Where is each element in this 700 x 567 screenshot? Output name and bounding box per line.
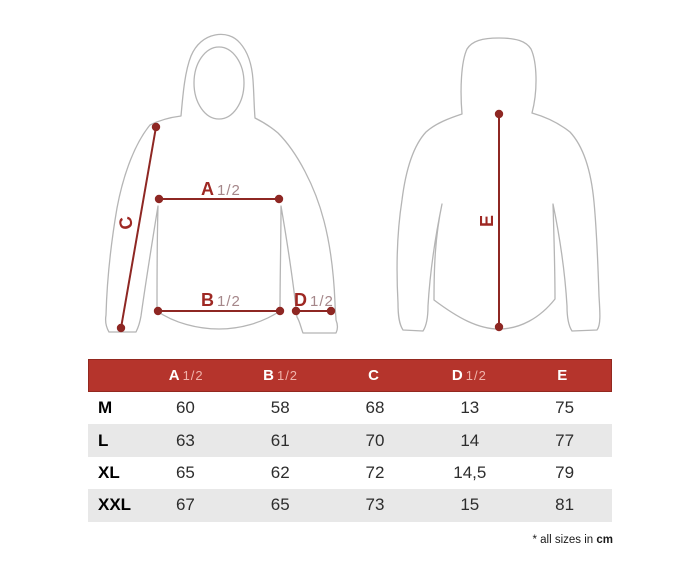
value-cell: 65 <box>270 495 290 515</box>
size-label: L <box>98 430 109 450</box>
jacket-measurement-diagram <box>104 33 601 334</box>
dim-label-a: A 1/2 <box>201 180 241 198</box>
value-cell: 58 <box>270 398 290 418</box>
dim-label-d: D 1/2 <box>294 291 334 309</box>
dim-suffix-a: 1/2 <box>217 182 241 199</box>
value-cell: 81 <box>555 495 575 515</box>
value-cell: 79 <box>555 462 575 482</box>
units-footnote: * all sizes in cm <box>532 534 613 546</box>
measure-dot <box>274 194 284 204</box>
measure-dot <box>494 322 504 332</box>
value-cell: 13 <box>460 398 480 418</box>
front-jacket-outline <box>104 33 339 334</box>
dim-letter-a: A <box>201 179 214 199</box>
table-header-row: A 1/2 B 1/2 C D 1/2 E <box>88 359 612 392</box>
value-cell: 75 <box>555 398 575 418</box>
col-header-b: B 1/2 <box>263 367 299 384</box>
footnote-text: * all sizes in <box>532 534 597 546</box>
col-header-d: D 1/2 <box>451 367 487 384</box>
value-cell: 73 <box>365 495 385 515</box>
value-cell: 62 <box>270 462 290 482</box>
value-cell: 15 <box>460 495 480 515</box>
dim-label-b: B 1/2 <box>201 291 241 309</box>
value-cell: 68 <box>365 398 385 418</box>
dim-letter-b: B <box>201 290 214 310</box>
front-hood-opening <box>193 46 245 120</box>
size-table: A 1/2 B 1/2 C D 1/2 E M 60 58 <box>88 359 612 522</box>
measure-line-c <box>120 126 157 329</box>
value-cell: 72 <box>365 462 385 482</box>
footnote-unit: cm <box>596 534 613 546</box>
size-label: M <box>98 398 113 418</box>
col-header-e: E <box>557 367 568 384</box>
value-cell: 67 <box>175 495 195 515</box>
col-header-c: C <box>368 367 379 384</box>
value-cell: 63 <box>175 430 195 450</box>
dim-suffix-d: 1/2 <box>310 293 334 310</box>
value-cell: 77 <box>555 430 575 450</box>
measure-dot <box>275 306 285 316</box>
value-cell: 65 <box>175 462 195 482</box>
measure-dot <box>151 122 161 132</box>
dim-suffix-b: 1/2 <box>217 293 241 310</box>
measure-dot <box>326 306 336 316</box>
measure-dot <box>153 306 163 316</box>
measure-dot <box>154 194 164 204</box>
measure-dot <box>291 306 301 316</box>
table-row-xl: XL 65 62 72 14,5 79 <box>88 457 612 489</box>
value-cell: 70 <box>365 430 385 450</box>
size-label: XXL <box>98 495 132 515</box>
size-label: XL <box>98 462 120 482</box>
measure-dot <box>116 323 126 333</box>
dim-letter-d: D <box>294 290 307 310</box>
value-cell: 61 <box>270 430 290 450</box>
table-row-l: L 63 61 70 14 77 <box>88 424 612 457</box>
value-cell: 14,5 <box>453 462 487 482</box>
dim-label-e: E <box>477 214 497 228</box>
value-cell: 60 <box>175 398 195 418</box>
col-header-a: A 1/2 <box>168 367 204 384</box>
value-cell: 14 <box>460 430 480 450</box>
dim-letter-e: E <box>477 214 497 228</box>
table-row-m: M 60 58 68 13 75 <box>88 392 612 424</box>
table-row-xxl: XXL 67 65 73 15 81 <box>88 489 612 522</box>
measure-dot <box>494 109 504 119</box>
